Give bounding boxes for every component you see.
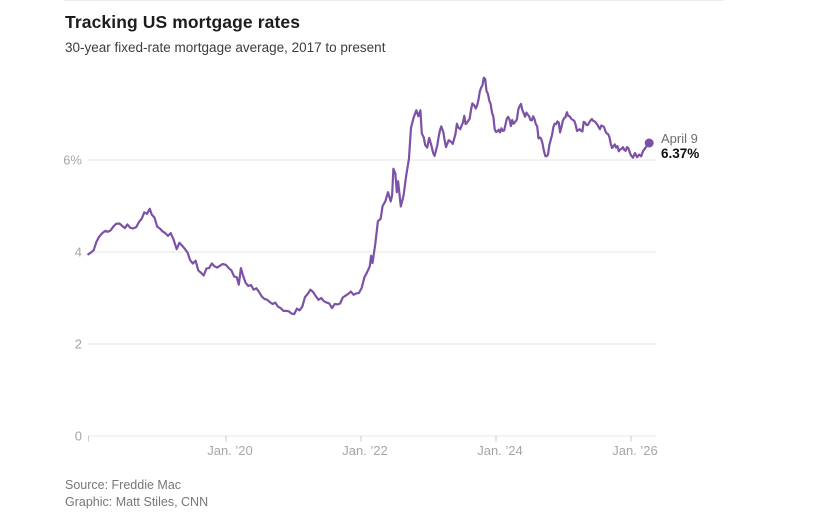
graphic-credit: Graphic: Matt Stiles, CNN — [65, 495, 209, 509]
source-credit: Source: Freddie Mac — [65, 478, 182, 492]
y-axis-label-6: 6% — [63, 153, 82, 168]
page-title: Tracking US mortgage rates — [65, 12, 301, 32]
latest-rate-annotation: April 9 6.37% — [661, 131, 699, 162]
y-axis-label-4: 4 — [75, 245, 82, 260]
x-axis-label-2020: Jan. ’20 — [207, 443, 253, 458]
y-axis-label-0: 0 — [75, 429, 82, 444]
end-point-dot — [644, 138, 654, 148]
x-axis-label-2024: Jan. ’24 — [477, 443, 523, 458]
chart-footer: Source: Freddie Mac Graphic: Matt Stiles… — [65, 477, 208, 511]
mortgage-rate-line — [87, 76, 651, 316]
y-axis-label-2: 2 — [75, 337, 82, 352]
x-axis-label-2022: Jan. ’22 — [342, 443, 388, 458]
chart-subtitle: 30-year fixed-rate mortgage average, 201… — [65, 40, 386, 55]
x-axis-label-2026: Jan. ’26 — [612, 443, 658, 458]
annotation-rate-value: 6.37% — [661, 146, 700, 161]
annotation-date-label: April 9 — [661, 131, 698, 146]
